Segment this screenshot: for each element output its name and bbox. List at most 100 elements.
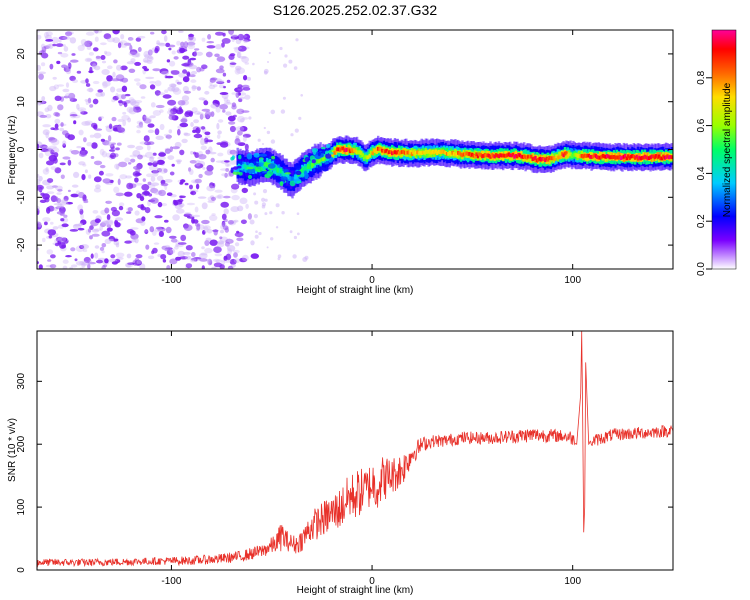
- noise-blob: [171, 50, 176, 55]
- ridge-cell: [603, 154, 606, 159]
- noise-blob: [61, 237, 68, 242]
- noise-blob: [46, 207, 51, 214]
- ridge-cell: [583, 153, 586, 158]
- ridge-blob: [291, 168, 297, 171]
- noise-blob: [98, 116, 102, 122]
- noise-blob: [230, 34, 239, 38]
- x-tick-label: -100: [161, 275, 181, 286]
- noise-blob: [169, 258, 178, 265]
- noise-blob: [193, 50, 197, 57]
- noise-blob: [162, 259, 167, 263]
- noise-blob: [105, 173, 114, 177]
- noise-blob: [47, 104, 53, 112]
- noise-blob: [123, 42, 132, 46]
- noise-blob: [72, 79, 78, 83]
- noise-blob: [116, 256, 124, 260]
- noise-blob: [176, 160, 181, 165]
- noise-blob: [252, 62, 255, 66]
- noise-blob: [103, 33, 112, 40]
- noise-blob: [264, 198, 268, 202]
- noise-blob: [80, 150, 86, 157]
- noise-blob: [149, 81, 156, 84]
- noise-blob: [100, 42, 107, 46]
- ridge-cell: [518, 153, 522, 158]
- noise-blob: [61, 130, 69, 136]
- noise-blob: [98, 170, 104, 176]
- noise-blob: [206, 185, 216, 192]
- noise-blob: [158, 231, 164, 237]
- noise-blob: [187, 36, 197, 43]
- ridge-cell: [333, 151, 336, 155]
- noise-blob: [52, 76, 57, 80]
- noise-blob: [70, 193, 79, 198]
- noise-blob: [81, 174, 86, 181]
- noise-blob: [148, 56, 153, 60]
- ridge-cell: [542, 157, 546, 161]
- noise-blob: [225, 111, 232, 116]
- ridge-cell: [402, 149, 405, 154]
- noise-blob: [79, 109, 85, 114]
- noise-blob: [90, 61, 98, 67]
- noise-blob: [69, 114, 78, 117]
- noise-blob: [177, 242, 187, 245]
- ridge-cell: [305, 166, 308, 172]
- ridge-cell: [420, 151, 423, 155]
- ridge-cell: [364, 154, 367, 159]
- noise-blob: [202, 225, 211, 230]
- noise-blob: [37, 179, 41, 185]
- noise-blob: [228, 121, 236, 125]
- ridge-cell: [450, 148, 453, 156]
- noise-blob: [144, 54, 150, 59]
- noise-blob: [130, 227, 139, 230]
- ridge-cell: [354, 149, 357, 154]
- noise-blob: [189, 57, 197, 61]
- noise-blob: [236, 52, 241, 58]
- figure-title: S126.2025.252.02.37.G32: [273, 2, 437, 18]
- x-tick-label: 0: [369, 275, 375, 286]
- noise-blob: [202, 230, 206, 235]
- noise-blob: [168, 47, 172, 51]
- noise-blob: [204, 247, 213, 254]
- ridge-cell: [372, 148, 376, 153]
- noise-blob: [279, 46, 283, 51]
- ridge-cell: [407, 150, 411, 155]
- ridge-cell: [426, 150, 429, 158]
- noise-blob: [243, 39, 249, 44]
- ridge-cell: [629, 154, 633, 159]
- ridge-cell: [365, 155, 369, 160]
- ridge-cell: [577, 154, 581, 158]
- spectrogram-y-label: Frequency (Hz): [7, 116, 18, 185]
- noise-blob: [92, 98, 99, 105]
- ridge-blob: [275, 179, 281, 183]
- ridge-cell: [663, 155, 666, 160]
- noise-blob: [50, 166, 57, 171]
- snr-series-line: [37, 331, 673, 568]
- ridge-cell: [311, 162, 314, 168]
- noise-blob: [157, 201, 163, 208]
- ridge-cell: [400, 150, 404, 154]
- noise-blob: [199, 258, 208, 262]
- ridge-cell: [657, 154, 661, 159]
- noise-blob: [281, 211, 285, 215]
- noise-blob: [99, 246, 105, 251]
- noise-blob: [207, 258, 213, 266]
- noise-blob: [80, 111, 88, 115]
- noise-blob: [73, 171, 80, 178]
- ridge-cell: [473, 150, 477, 158]
- noise-blob: [80, 244, 89, 250]
- noise-blob: [193, 133, 203, 139]
- noise-blob: [226, 79, 231, 83]
- noise-blob: [133, 106, 142, 113]
- noise-blob: [50, 221, 54, 225]
- noise-blob: [69, 37, 77, 44]
- noise-blob: [293, 235, 297, 240]
- noise-blob: [51, 36, 60, 44]
- noise-blob: [216, 79, 225, 83]
- ridge-cell: [598, 151, 602, 160]
- noise-blob: [198, 253, 208, 259]
- ridge-cell: [428, 150, 432, 154]
- ridge-cell: [448, 150, 451, 155]
- ridge-cell: [645, 155, 648, 160]
- noise-blob: [39, 199, 47, 203]
- ridge-cell: [555, 154, 558, 159]
